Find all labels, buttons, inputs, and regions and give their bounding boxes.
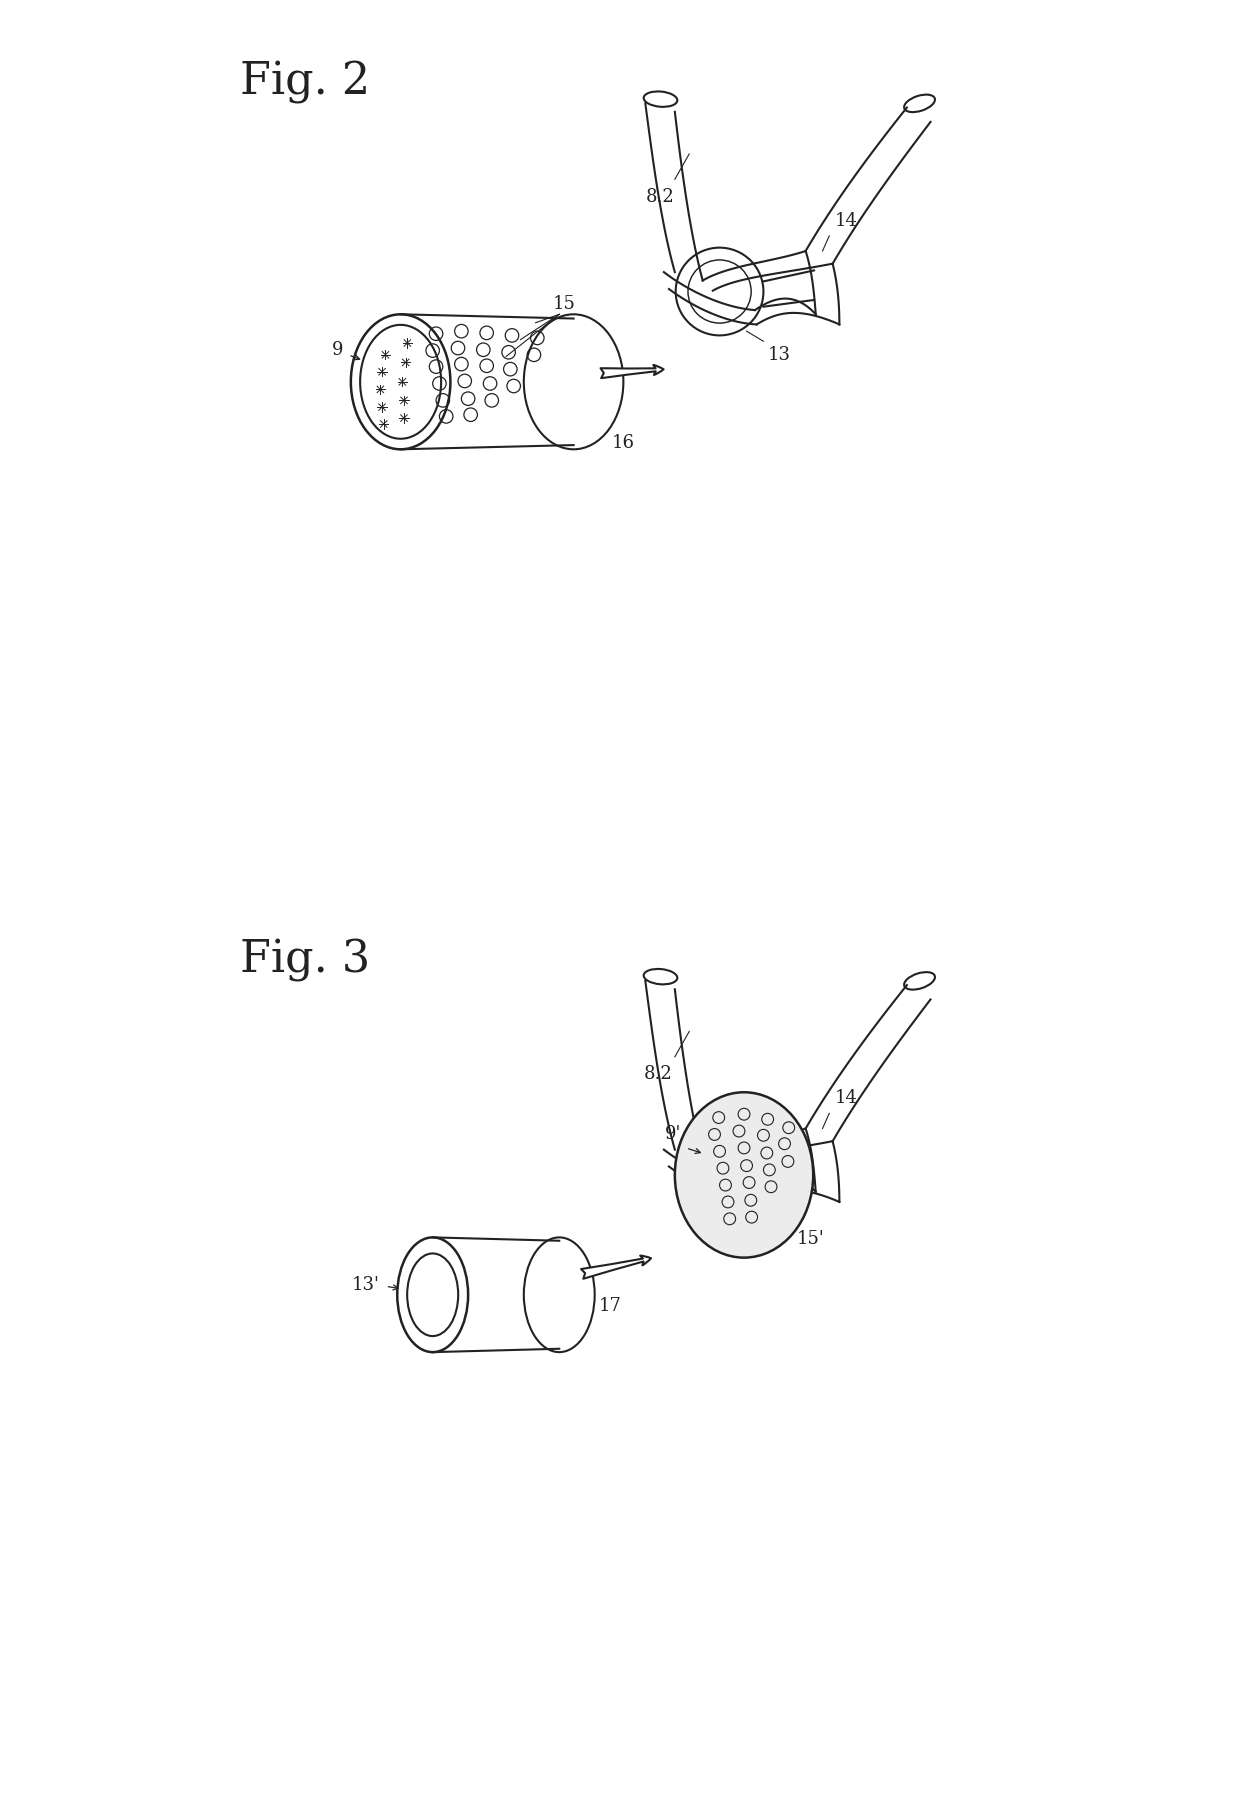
Text: 13': 13' [352, 1275, 379, 1293]
Text: 9: 9 [332, 341, 343, 359]
Text: 8.2: 8.2 [644, 1065, 672, 1083]
Text: 16: 16 [611, 434, 635, 452]
Text: 13: 13 [768, 346, 791, 364]
Text: 8.2: 8.2 [646, 188, 675, 206]
Text: Fig. 3: Fig. 3 [241, 940, 371, 983]
Text: Fig. 2: Fig. 2 [241, 61, 371, 104]
Text: 15': 15' [797, 1230, 825, 1248]
Text: 17: 17 [599, 1298, 621, 1316]
Text: 14: 14 [836, 1090, 858, 1108]
Ellipse shape [675, 1092, 813, 1257]
Text: 9': 9' [665, 1124, 681, 1142]
Text: 14: 14 [836, 212, 858, 230]
Text: 15: 15 [553, 294, 575, 312]
